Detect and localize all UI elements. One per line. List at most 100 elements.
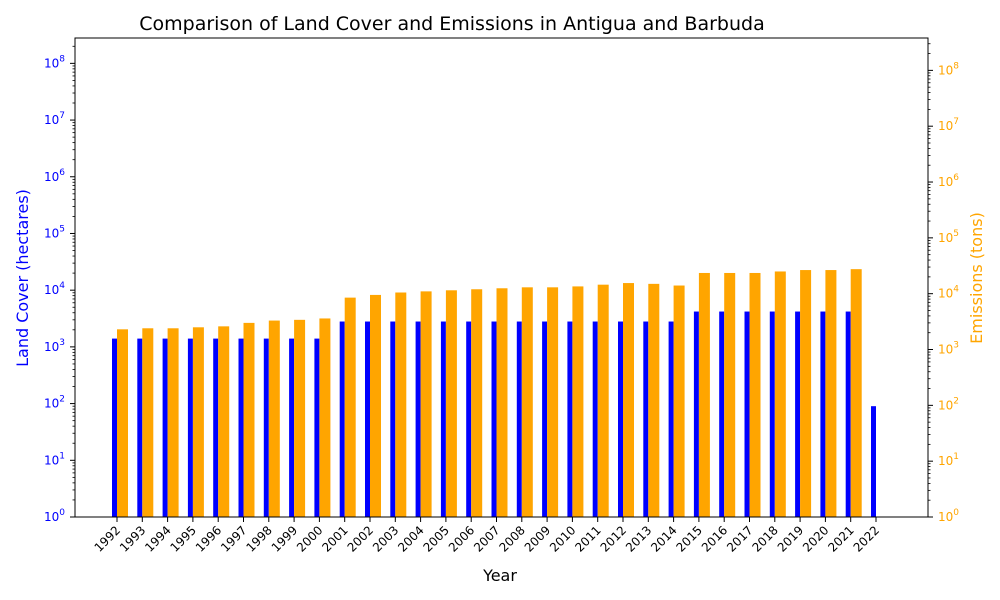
emissions-bar-2007 bbox=[496, 288, 508, 517]
x-axis-tick-label: 2015 bbox=[674, 523, 705, 554]
right-axis-tick-label: 107 bbox=[938, 117, 959, 133]
x-axis-tick-label: 2003 bbox=[370, 523, 401, 554]
emissions-bar-2002 bbox=[370, 294, 381, 517]
emissions-bar-2019 bbox=[800, 270, 812, 517]
x-axis-tick-label: 1998 bbox=[243, 523, 274, 554]
land-cover-bar-2000 bbox=[314, 338, 320, 517]
emissions-bar-1995 bbox=[192, 327, 204, 517]
x-axis-label: Year bbox=[482, 566, 517, 585]
land-cover-bar-2021 bbox=[845, 311, 851, 517]
left-axis-tick-label: 104 bbox=[44, 281, 65, 297]
land-cover-bar-1993 bbox=[137, 338, 143, 517]
left-axis-tick-label: 101 bbox=[44, 451, 65, 467]
x-axis-tick-label: 1996 bbox=[193, 523, 224, 554]
right-axis-tick-label: 103 bbox=[938, 341, 959, 357]
left-axis-tick-label: 102 bbox=[44, 395, 65, 411]
x-axis-tick-label: 2011 bbox=[572, 523, 603, 554]
emissions-bar-1999 bbox=[294, 319, 306, 517]
left-axis-label: Land Cover (hectares) bbox=[13, 189, 32, 367]
emissions-bar-1998 bbox=[268, 320, 280, 517]
x-axis-ticks: 1992199319941995199619971998199920002001… bbox=[92, 517, 882, 555]
x-axis-tick-label: 2009 bbox=[522, 523, 553, 554]
x-axis-tick-label: 2001 bbox=[319, 523, 350, 554]
x-axis-tick-label: 2020 bbox=[800, 523, 831, 554]
emissions-bar-2008 bbox=[521, 287, 533, 517]
land-cover-bar-1998 bbox=[263, 338, 269, 517]
left-axis-tick-label: 106 bbox=[44, 168, 65, 184]
right-axis-tick-label: 101 bbox=[938, 452, 959, 468]
x-axis-tick-label: 2005 bbox=[421, 523, 452, 554]
land-cover-bar-2020 bbox=[820, 311, 826, 517]
emissions-bar-1996 bbox=[218, 326, 230, 517]
left-axis-tick-label: 107 bbox=[44, 111, 65, 127]
emissions-bar-2010 bbox=[572, 286, 584, 517]
land-cover-bar-2004 bbox=[415, 321, 421, 517]
emissions-bar-2014 bbox=[673, 285, 685, 517]
land-cover-bar-2005 bbox=[440, 321, 446, 517]
x-axis-tick-label: 2013 bbox=[623, 523, 654, 554]
emissions-bar-2021 bbox=[850, 269, 862, 517]
emissions-bar-1994 bbox=[167, 328, 179, 517]
emissions-bar-1997 bbox=[243, 322, 255, 517]
x-axis-tick-label: 2021 bbox=[825, 523, 856, 554]
x-axis-tick-label: 1997 bbox=[218, 523, 249, 554]
x-axis-tick-label: 2000 bbox=[294, 523, 325, 554]
land-cover-bar-2013 bbox=[643, 321, 649, 517]
land-cover-bar-2008 bbox=[516, 321, 522, 517]
chart-title: Comparison of Land Cover and Emissions i… bbox=[139, 13, 764, 35]
right-axis-ticks: 100 101 102 103 104 105 106 107 108 bbox=[928, 43, 959, 524]
left-axis-tick-label: 100 bbox=[44, 508, 65, 524]
right-axis-tick-label: 106 bbox=[938, 173, 959, 189]
x-axis-tick-label: 2014 bbox=[648, 523, 679, 554]
x-axis-tick-label: 2004 bbox=[395, 523, 426, 554]
land-cover-bar-2002 bbox=[365, 321, 370, 517]
x-axis-tick-label: 2008 bbox=[496, 523, 527, 554]
land-cover-bar-2003 bbox=[390, 321, 396, 517]
land-cover-bar-2009 bbox=[542, 321, 548, 517]
emissions-bar-2018 bbox=[774, 271, 786, 517]
x-axis-tick-label: 1999 bbox=[269, 523, 300, 554]
right-axis-label: Emissions (tons) bbox=[967, 212, 986, 344]
emissions-bar-2006 bbox=[471, 289, 483, 517]
land-cover-bar-2011 bbox=[592, 321, 598, 517]
emissions-bar-2020 bbox=[825, 270, 837, 517]
emissions-bar-2017 bbox=[749, 272, 761, 517]
x-axis-tick-label: 1994 bbox=[142, 523, 173, 554]
land-cover-bar-1992 bbox=[112, 338, 117, 517]
land-cover-bar-2006 bbox=[466, 321, 472, 517]
land-cover-bar-2022 bbox=[871, 406, 876, 517]
land-cover-bar-2010 bbox=[567, 321, 573, 517]
land-cover-bar-2017 bbox=[744, 311, 750, 517]
land-cover-bar-2015 bbox=[693, 311, 699, 517]
plot-frame bbox=[74, 37, 929, 518]
emissions-bar-2004 bbox=[420, 291, 432, 517]
x-axis-tick-label: 1993 bbox=[117, 523, 148, 554]
right-axis-tick-label: 105 bbox=[938, 229, 959, 245]
right-axis-tick-label: 104 bbox=[938, 285, 959, 301]
emissions-bar-2005 bbox=[445, 290, 457, 517]
right-axis-tick-label: 108 bbox=[938, 61, 959, 77]
emissions-bar-2003 bbox=[395, 292, 407, 517]
emissions-bar-1993 bbox=[142, 328, 154, 517]
land-cover-bar-1999 bbox=[289, 338, 295, 517]
x-axis-tick-label: 2018 bbox=[749, 523, 780, 554]
emissions-bar-1992 bbox=[117, 329, 128, 517]
emissions-bar-2013 bbox=[648, 283, 660, 517]
emissions-bar-2000 bbox=[319, 318, 331, 517]
left-axis-tick-label: 105 bbox=[44, 224, 65, 240]
bars-layer bbox=[112, 269, 876, 517]
x-axis-tick-label: 2010 bbox=[547, 523, 578, 554]
land-cover-bar-2018 bbox=[769, 311, 775, 517]
land-cover-bar-2007 bbox=[491, 321, 497, 517]
emissions-bar-2009 bbox=[547, 287, 559, 517]
land-cover-bar-2001 bbox=[339, 321, 345, 517]
x-axis-tick-label: 2002 bbox=[345, 523, 376, 554]
land-cover-bar-1994 bbox=[162, 338, 168, 517]
x-axis-tick-label: 2017 bbox=[724, 523, 755, 554]
right-axis-tick-label: 100 bbox=[938, 508, 959, 524]
land-cover-bar-1997 bbox=[238, 338, 244, 517]
left-axis-ticks: 100 101 102 103 104 105 106 107 108 bbox=[44, 45, 75, 524]
left-axis-tick-label: 108 bbox=[44, 54, 65, 70]
emissions-bar-2015 bbox=[698, 272, 710, 517]
